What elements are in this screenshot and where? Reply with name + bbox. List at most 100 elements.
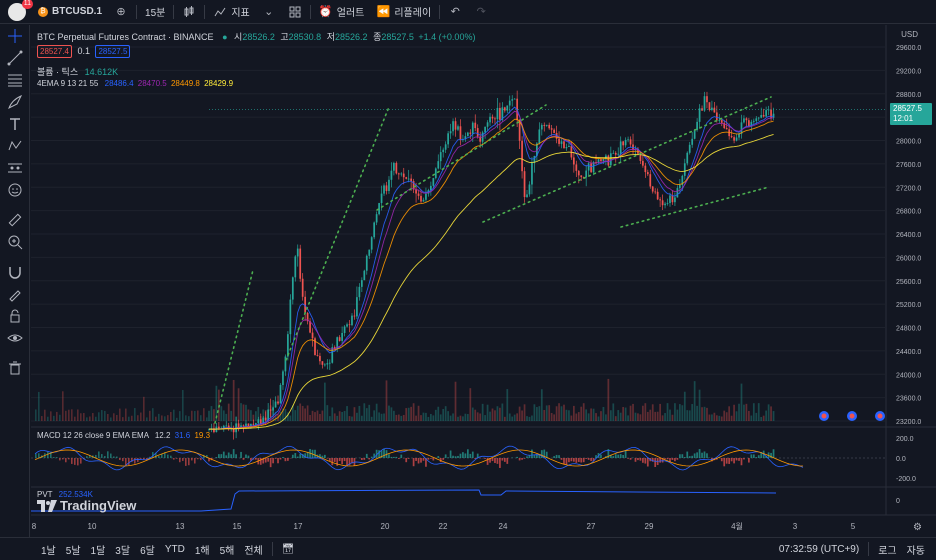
volume-bar — [479, 413, 482, 421]
candle-body — [642, 160, 644, 166]
macd-legend[interactable]: MACD 12 26 close 9 EMA EMA 12.2 31.6 19.… — [37, 431, 210, 440]
alert-button[interactable]: ⏰ 얼러트 — [313, 0, 371, 24]
macd-histogram-bar — [703, 451, 706, 458]
interval-button[interactable]: 15분 — [139, 0, 171, 24]
stay-drawing-tool[interactable] — [0, 283, 30, 305]
rewind-icon: ⏪ — [376, 6, 391, 18]
clock[interactable]: 07:32:59 (UTC+9) — [778, 543, 860, 555]
candle-body — [639, 153, 642, 161]
goto-date-button[interactable]: 📅︎ — [277, 544, 300, 555]
candle-body — [247, 423, 250, 428]
volume-bar — [155, 416, 157, 421]
candle-body — [333, 347, 336, 350]
volume-bar — [197, 410, 199, 421]
fib-tool[interactable] — [0, 69, 30, 91]
macd-histogram-bar — [452, 455, 454, 458]
candle-body — [311, 332, 314, 339]
candle-body — [757, 117, 760, 119]
currency-label[interactable]: USD — [901, 30, 918, 39]
range-ytd[interactable]: YTD — [164, 543, 185, 555]
open-value: 28526.2 — [242, 32, 275, 42]
candle-body — [560, 141, 563, 144]
pvt-label: PVT — [37, 490, 53, 499]
macd-histogram-bar — [474, 458, 477, 459]
range-6m[interactable]: 6달 — [140, 545, 155, 557]
volume-bar — [617, 410, 620, 421]
symbol-search[interactable]: ₿ BTCUSD.1 — [32, 0, 108, 24]
lock-tool[interactable] — [0, 305, 30, 327]
ask-price[interactable]: 28527.5 — [95, 45, 131, 58]
candle-body — [373, 222, 376, 238]
macd-histogram-bar — [420, 458, 422, 463]
layouts-button[interactable] — [282, 0, 308, 24]
redo-button[interactable]: ↷ — [468, 0, 494, 24]
indicators-dropdown[interactable]: ⌄ — [256, 0, 282, 24]
brush-tool[interactable] — [0, 91, 30, 113]
delete-tool[interactable] — [0, 357, 30, 379]
range-5y[interactable]: 5해 — [219, 545, 235, 557]
macd-histogram-bar — [449, 450, 452, 458]
trendline-tool[interactable] — [0, 47, 30, 69]
replay-button[interactable]: ⏪ 리플레이 — [370, 0, 437, 24]
range-all[interactable]: 전체 — [244, 545, 263, 557]
zoom-tool[interactable] — [0, 231, 30, 253]
chart-area[interactable]: 29600.029200.028800.028400.028000.027600… — [31, 25, 936, 537]
undo-button[interactable]: ↶ — [442, 0, 468, 24]
range-5d[interactable]: 5날 — [65, 545, 81, 557]
candle-body — [242, 425, 245, 427]
price-tick: 27200.0 — [896, 185, 921, 192]
time-tick: 4월 — [731, 521, 743, 531]
time-tick: 5 — [851, 522, 856, 531]
ruler-tool[interactable] — [0, 209, 30, 231]
macd-histogram-bar — [299, 453, 302, 458]
pattern-tool[interactable] — [0, 135, 30, 157]
volume-bar — [434, 409, 437, 421]
time-tick: 3 — [793, 522, 798, 531]
range-1y[interactable]: 1해 — [194, 545, 210, 557]
macd-histogram-bar — [521, 458, 523, 460]
icon-tool[interactable] — [0, 179, 30, 201]
macd-histogram-bar — [336, 458, 339, 466]
macd-histogram-bar — [146, 458, 148, 460]
volume-bar — [250, 410, 252, 421]
volume-bar — [762, 415, 765, 421]
candle-body — [324, 364, 326, 366]
pvt-legend[interactable]: PVT 252.534K — [37, 490, 93, 499]
candle-body — [254, 423, 257, 425]
add-symbol-button[interactable]: ⊕ — [108, 0, 134, 24]
log-scale-toggle[interactable]: 로그 — [878, 545, 897, 557]
volume-bar — [378, 412, 380, 421]
hide-tool[interactable] — [0, 327, 30, 349]
range-1m[interactable]: 1달 — [90, 545, 106, 557]
macd-histogram-bar — [506, 458, 509, 464]
indicators-button[interactable]: 지표 — [207, 0, 255, 24]
volume-bar — [390, 407, 393, 421]
macd-histogram-bar — [733, 458, 735, 464]
volume-bar — [612, 403, 615, 421]
range-1d[interactable]: 1날 — [41, 545, 56, 557]
candle-body — [442, 149, 445, 153]
candle-body — [548, 124, 551, 129]
volume-value: 14.612K — [84, 67, 119, 77]
macd-histogram-bar — [696, 452, 698, 458]
auto-scale-toggle[interactable]: 자동 — [906, 545, 925, 557]
chart-type-button[interactable] — [176, 0, 202, 24]
chart-canvas[interactable]: 29600.029200.028800.028400.028000.027600… — [31, 25, 936, 537]
prediction-tool[interactable] — [0, 157, 30, 179]
candle-body — [294, 256, 297, 278]
range-3m[interactable]: 3달 — [115, 545, 131, 557]
macd-histogram-bar — [167, 454, 169, 458]
ema-legend[interactable]: 4EMA 9 13 21 55 28486.4 28470.5 28449.8 … — [37, 79, 233, 88]
volume-bar — [38, 391, 40, 421]
magnet-tool[interactable] — [0, 261, 30, 283]
crosshair-tool[interactable] — [0, 25, 30, 47]
high-value: 28530.8 — [288, 32, 322, 42]
volume-legend[interactable]: 볼륨 · 틱스 14.612K — [37, 65, 118, 78]
candle-body — [405, 177, 408, 179]
user-avatar[interactable]: 11 — [8, 0, 33, 21]
text-tool[interactable] — [0, 113, 30, 135]
bid-price[interactable]: 28527.4 — [37, 45, 72, 58]
bar-countdown: 12:01 — [893, 114, 914, 123]
ema-line — [208, 106, 774, 431]
volume-bar — [644, 403, 647, 421]
